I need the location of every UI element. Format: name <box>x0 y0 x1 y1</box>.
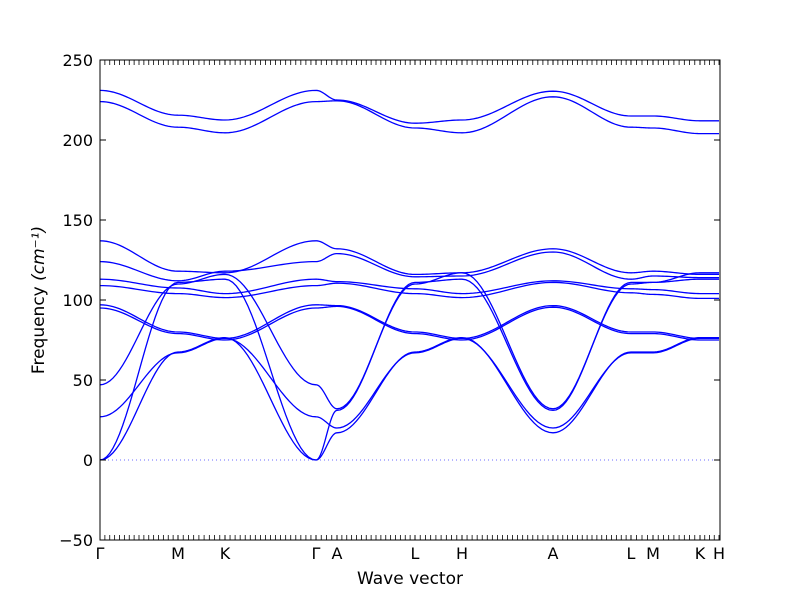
y-tick-label: 250 <box>62 51 93 70</box>
y-tick-label: 150 <box>62 211 93 230</box>
band-line-4 <box>99 251 719 282</box>
y-axis-unit: (cm⁻¹) <box>29 226 49 281</box>
band-line-1 <box>99 89 719 124</box>
plot-frame <box>99 59 721 541</box>
x-tick-label: A <box>332 544 343 563</box>
band-line-6 <box>99 281 719 300</box>
band-series-group <box>99 89 719 461</box>
x-tick-label: K <box>695 544 706 563</box>
band-line-11 <box>99 336 719 461</box>
x-tick-label: Γ <box>312 544 321 563</box>
x-tick-label: A <box>548 544 559 563</box>
x-tick-label: H <box>456 544 468 563</box>
band-line-5 <box>99 278 719 295</box>
x-tick-label: H <box>713 544 725 563</box>
y-axis-title-text: Frequency <box>29 286 49 374</box>
band-line-3 <box>99 240 719 276</box>
y-axis-title: Frequency (cm⁻¹) <box>29 226 49 374</box>
y-tick-label: −50 <box>59 531 93 550</box>
x-tick-label: M <box>646 544 660 563</box>
band-line-2 <box>99 96 719 135</box>
x-axis-title: Wave vector <box>357 569 463 589</box>
y-tick-label: 100 <box>62 291 93 310</box>
x-tick-label: M <box>171 544 185 563</box>
y-tick-label: 200 <box>62 131 93 150</box>
y-tick-labels: −50 0 50 100 150 200 250 <box>59 51 93 550</box>
x-tick-label: Γ <box>96 544 105 563</box>
y-tick-label: 50 <box>73 371 93 390</box>
x-tick-label: L <box>411 544 420 563</box>
x-tick-label: K <box>220 544 231 563</box>
x-tick-label: L <box>627 544 636 563</box>
y-tick-label: 0 <box>83 451 93 470</box>
band-line-12 <box>99 278 719 461</box>
band-line-10 <box>99 337 719 429</box>
